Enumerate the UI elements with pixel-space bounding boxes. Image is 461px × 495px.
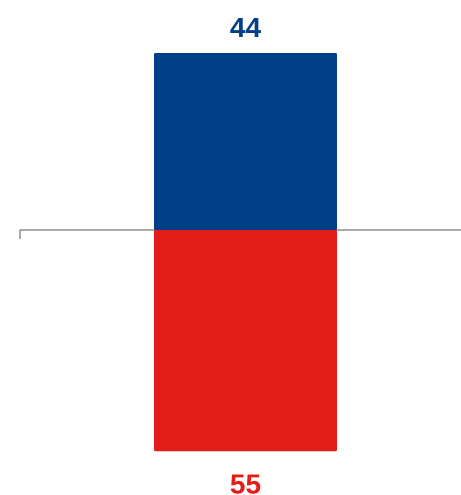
data-label-negative: 55 (230, 468, 261, 495)
data-label-positive: 44 (230, 12, 262, 43)
bar-positive (154, 53, 337, 230)
bar-negative (154, 230, 337, 452)
